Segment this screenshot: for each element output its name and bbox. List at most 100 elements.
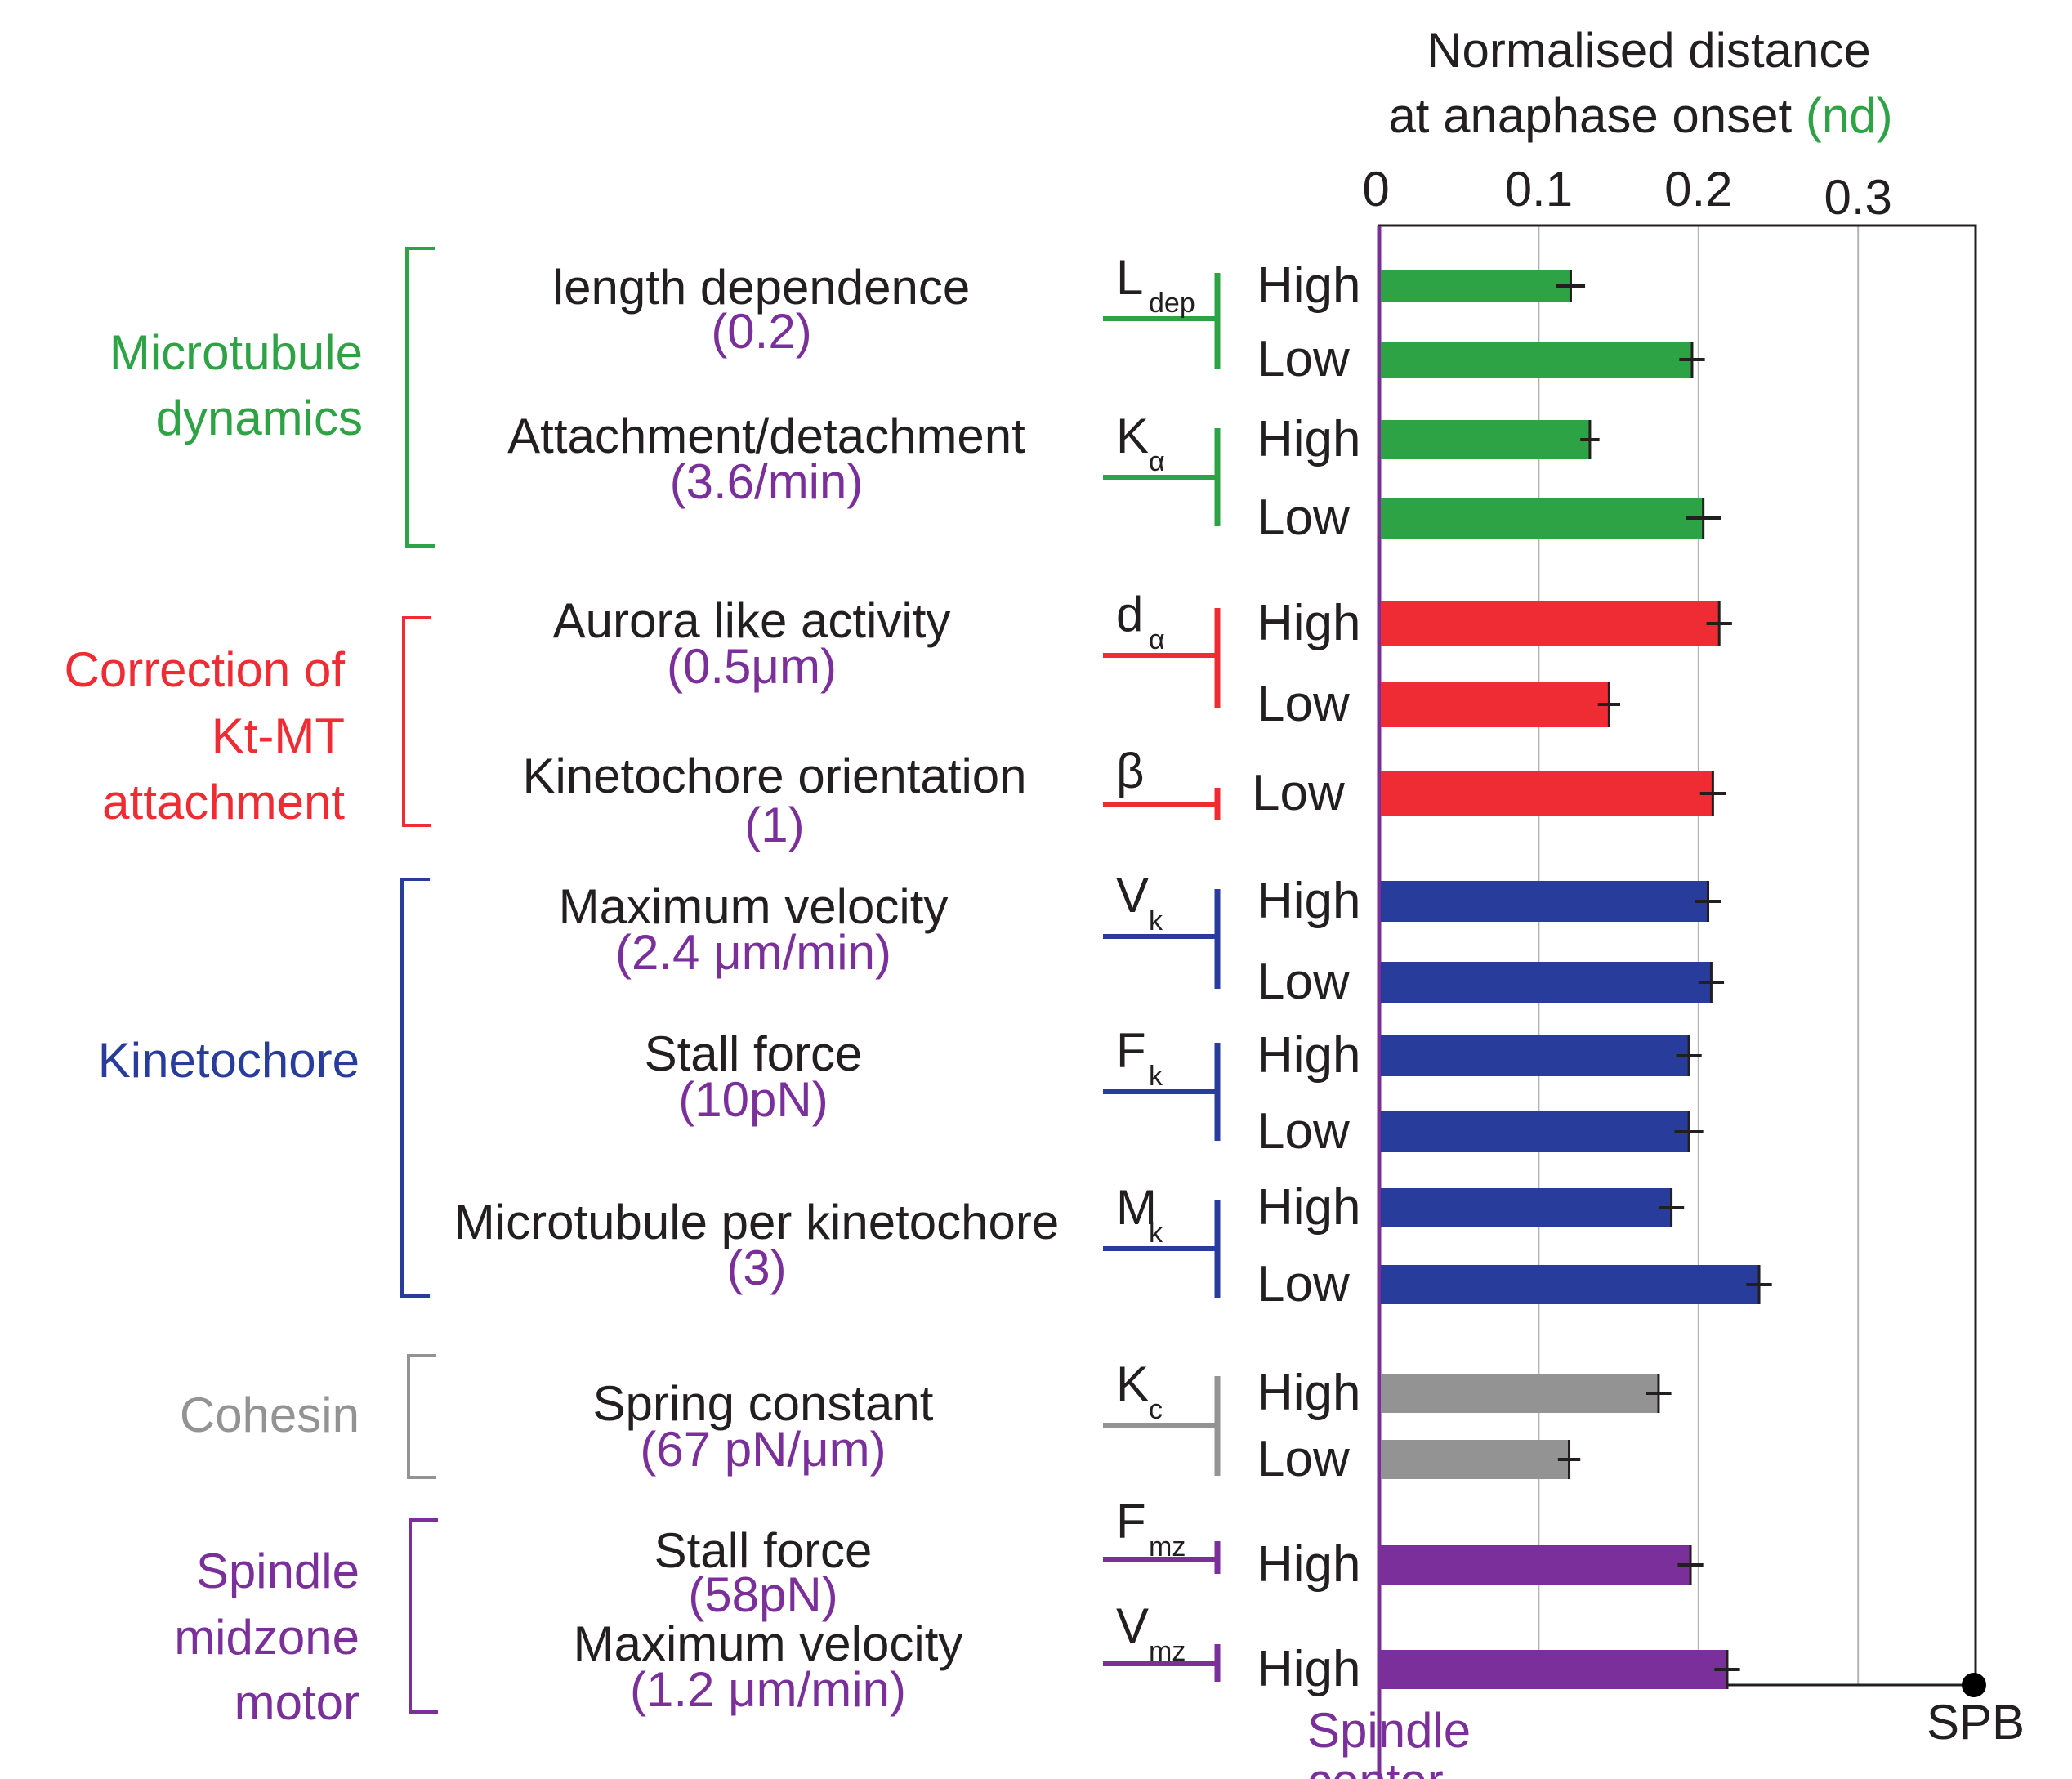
- parameter-symbol: V: [1116, 868, 1149, 923]
- parameter-symbol: F: [1116, 1023, 1146, 1078]
- level-label: High: [1257, 257, 1361, 314]
- bar: [1381, 498, 1704, 539]
- bar: [1381, 1111, 1690, 1152]
- group-label: Kinetochore: [98, 1033, 359, 1088]
- x-tick-label: 0: [1362, 162, 1389, 217]
- bar: [1381, 1374, 1659, 1413]
- parameter-name: Kinetochore orientation: [522, 749, 1026, 803]
- parameter-value: (1.2 μm/min): [630, 1662, 906, 1717]
- spb-label: SPB: [1927, 1695, 2025, 1750]
- parameter-name: Stall force: [645, 1026, 863, 1081]
- parameter-symbol: V: [1116, 1598, 1149, 1653]
- parameter-symbol-subscript: k: [1149, 905, 1163, 936]
- spindle-center-label-2: center: [1307, 1754, 1444, 1779]
- level-labels: High Low High Low High Low Low High Low High Low Hi…: [1252, 257, 1361, 1697]
- group-brackets: [400, 247, 438, 1714]
- x-tick-label: 0.3: [1824, 170, 1891, 225]
- parameter-name: Aurora like activity: [553, 593, 951, 648]
- level-label: Low: [1257, 1256, 1350, 1312]
- axis-title-line2: at anaphase onset (nd): [1388, 88, 1892, 143]
- group-label: Microtubule: [109, 325, 363, 380]
- axis-title-text: at anaphase onset: [1388, 88, 1805, 143]
- level-label: High: [1257, 411, 1361, 467]
- group-bracket: [400, 878, 430, 1298]
- group-label: midzone: [174, 1610, 359, 1665]
- level-label: Low: [1257, 1431, 1350, 1487]
- bar: [1381, 771, 1713, 816]
- parameter-name: Microtubule per kinetochore: [454, 1195, 1059, 1249]
- parameter-name: length dependence: [553, 260, 970, 315]
- x-tick-label: 0.2: [1664, 162, 1732, 217]
- group-label: dynamics: [156, 391, 363, 445]
- group-bracket: [407, 1354, 436, 1479]
- bar: [1381, 420, 1590, 459]
- bar: [1381, 1440, 1570, 1479]
- bar: [1381, 1188, 1672, 1227]
- group-label: Kt-MT: [212, 708, 345, 763]
- parameter-value: (67 pN/μm): [640, 1422, 886, 1477]
- level-label: Low: [1252, 765, 1345, 821]
- parameter-symbol: β: [1116, 744, 1145, 798]
- level-label: High: [1257, 1179, 1361, 1236]
- bar: [1381, 1265, 1760, 1304]
- bar: [1381, 962, 1712, 1003]
- level-label: High: [1257, 595, 1361, 651]
- parameter-symbol: L: [1116, 250, 1143, 305]
- parameter-symbol-subscript: k: [1149, 1218, 1163, 1249]
- spb-marker: [1962, 1673, 1986, 1697]
- parameter-symbol: M: [1116, 1180, 1157, 1235]
- parameter-name: Maximum velocity: [574, 1616, 963, 1671]
- bar: [1381, 601, 1720, 646]
- group-bracket: [409, 1518, 438, 1714]
- parameter-value: (0.5μm): [667, 639, 837, 694]
- level-label: Low: [1257, 331, 1350, 387]
- parameter-labels: length dependence(0.2) Attachment/detachm…: [454, 260, 1059, 1717]
- x-tick-labels: 0 0.1 0.2 0.3: [1362, 162, 1892, 225]
- bar: [1381, 1650, 1727, 1689]
- parameter-value: (0.2): [711, 304, 811, 359]
- level-label: High: [1257, 1641, 1361, 1697]
- parameter-value: (10pN): [678, 1072, 828, 1127]
- parameter-symbol-subscript: α: [1149, 446, 1165, 477]
- parameter-symbol-subscript: mz: [1149, 1636, 1186, 1667]
- bar: [1381, 682, 1610, 727]
- level-label: High: [1257, 1536, 1361, 1593]
- group-label: attachment: [102, 775, 345, 829]
- group-label: Spindle: [196, 1544, 359, 1598]
- parameter-value: (1): [744, 798, 804, 852]
- parameter-name: Spring constant: [593, 1376, 934, 1431]
- parameter-value: (3.6/min): [670, 454, 864, 509]
- level-label: High: [1257, 873, 1361, 929]
- parameter-name: Maximum velocity: [559, 879, 949, 934]
- parameter-value: (3): [726, 1240, 786, 1295]
- parameter-symbol-subscript: mz: [1149, 1531, 1186, 1562]
- level-label: High: [1257, 1365, 1361, 1421]
- parameter-symbol: d: [1116, 587, 1143, 641]
- group-bracket: [405, 247, 435, 548]
- parameter-value: (2.4 μm/min): [615, 925, 891, 980]
- spindle-center-label-1: Spindle: [1307, 1703, 1471, 1758]
- level-label: High: [1257, 1027, 1361, 1084]
- group-bracket: [402, 616, 431, 827]
- bar: [1381, 1035, 1690, 1076]
- parameter-symbol-subscript: c: [1149, 1394, 1163, 1425]
- group-label: Cohesin: [180, 1388, 359, 1442]
- level-label: Low: [1257, 489, 1350, 546]
- parameter-symbol: K: [1116, 409, 1149, 463]
- bars: [1381, 270, 1772, 1689]
- group-label: Correction of: [65, 642, 346, 697]
- bar: [1381, 342, 1692, 378]
- group-labels: Microtubule dynamics Correction of Kt-MT att…: [65, 325, 363, 1730]
- level-label: Low: [1257, 954, 1350, 1010]
- parameter-symbol-subscript: α: [1149, 624, 1165, 655]
- parameter-name: Attachment/detachment: [507, 409, 1025, 463]
- bar: [1381, 270, 1571, 302]
- bar: [1381, 881, 1708, 922]
- x-tick-label: 0.1: [1505, 162, 1573, 217]
- parameter-symbol: K: [1116, 1357, 1149, 1411]
- parameter-symbol-subscript: k: [1149, 1061, 1163, 1092]
- parameter-name: Stall force: [654, 1523, 873, 1578]
- bar: [1381, 1545, 1691, 1585]
